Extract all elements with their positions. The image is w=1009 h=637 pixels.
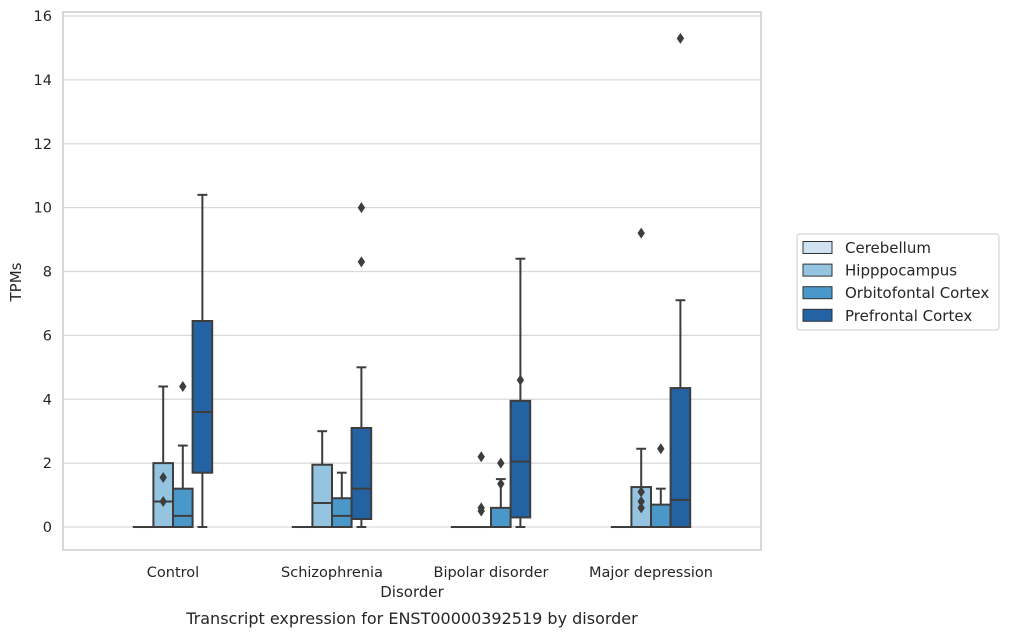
outlier-point [497,478,505,490]
box-hipppocampus-control [152,385,174,528]
legend-frame [796,233,1000,331]
box-series [132,32,692,529]
x-axis-label: Disorder [380,583,444,601]
box-orbitofontal-cortex-control [172,380,194,528]
x-tick-label: Control [147,565,199,581]
outlier-point [477,502,485,514]
outlier-point [159,495,167,507]
outlier-point [357,256,366,268]
y-tick-label: 0 [43,520,52,536]
box-body [331,497,353,529]
y-tick-label: 14 [34,73,52,89]
box-prefrontal-cortex-bipolar-disorder [509,257,532,528]
y-tick-label: 6 [43,328,52,344]
box-prefrontal-cortex-major-depression [669,32,692,528]
outlier-point [497,457,505,469]
box-hipppocampus-major-depression [630,227,653,528]
outlier-point [357,202,366,214]
outlier-point [676,32,685,44]
box-prefrontal-cortex-schizophrenia [350,202,373,528]
y-tick-label: 8 [43,265,52,281]
legend-label-hipppocampus: Hipppocampus [845,262,957,280]
outlier-point [516,374,525,386]
legend-label-cerebellum: Cerebellum [845,239,931,257]
x-tick-label: Major depression [589,565,713,581]
box-hipppocampus-bipolar-disorder [470,451,492,529]
outlier-point [637,227,645,239]
outlier-point [159,471,167,483]
chart-caption: Transcript expression for ENST0000039251… [185,609,638,628]
box-body [490,506,512,528]
y-tick-label: 2 [43,456,52,472]
outlier-point [637,495,645,507]
box-body [172,487,194,528]
box-body [669,387,692,528]
y-tick-labels: 0 2 4 6 8 10 12 14 16 [34,9,52,536]
y-tick-label: 16 [34,9,52,25]
box-body [191,320,214,474]
box-body [311,463,333,528]
outlier-point [637,486,645,498]
y-axis-label: TPMs [7,262,25,302]
x-tick-labels: Control Schizophrenia Bipolar disorder Majo… [147,565,713,581]
plot-frame [62,11,762,551]
box-hipppocampus-schizophrenia [311,430,333,528]
outlier-point [179,380,187,392]
x-tick-label: Schizophrenia [281,565,383,581]
legend-swatch-orbitofontal-cortex [802,286,833,300]
legend-swatch-hipppocampus [802,263,833,277]
box-body [509,399,532,519]
legend: Cerebellum Hipppocampus Orbitofontal Corte… [796,233,1000,331]
y-tick-label: 12 [34,137,52,153]
legend-swatch-prefrontal-cortex [802,308,833,322]
legend-label-orbitofontal-cortex: Orbitofontal Cortex [845,284,989,302]
outlier-point [637,502,645,514]
legend-swatch-cerebellum [802,241,833,254]
box-prefrontal-cortex-control [191,193,214,528]
outlier-point [477,451,485,463]
x-tick-label: Bipolar disorder [434,565,549,581]
box-body [350,426,373,521]
box-orbitofontal-cortex-major-depression [650,443,672,528]
box-orbitofontal-cortex-schizophrenia [331,471,353,529]
box-orbitofontal-cortex-bipolar-disorder [490,457,512,528]
y-tick-label: 10 [34,201,52,217]
grid-lines [63,15,761,528]
legend-label-prefrontal-cortex: Prefrontal Cortex [845,307,972,325]
outlier-point [657,443,665,455]
y-tick-label: 4 [43,392,52,408]
box-body [650,503,672,528]
